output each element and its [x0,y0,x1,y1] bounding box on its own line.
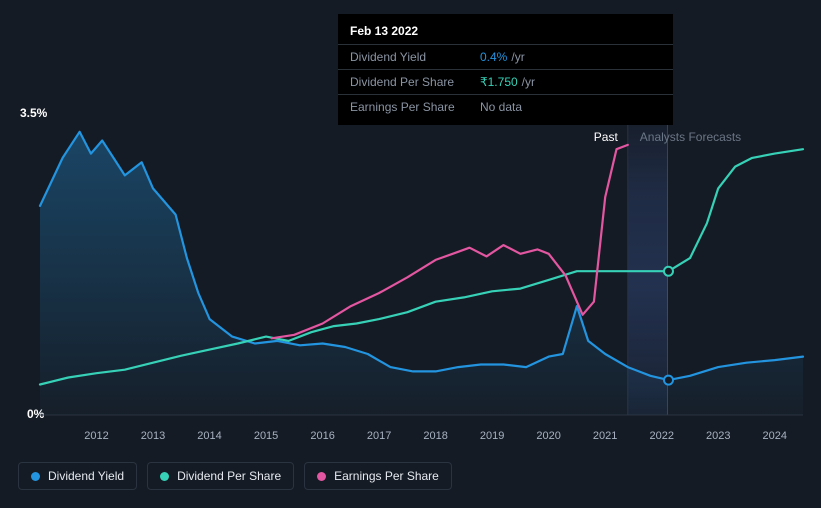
chart-plot-svg[interactable] [40,110,803,415]
tooltip-value: No data [480,100,522,114]
legend-dot-icon [160,472,169,481]
x-tick-label: 2021 [593,430,617,442]
hover-marker [664,267,673,276]
tooltip-row: Dividend Yield0.4% /yr [338,44,673,69]
x-tick-label: 2024 [762,430,786,442]
legend-item[interactable]: Dividend Per Share [147,462,294,490]
x-tick-label: 2012 [84,430,108,442]
x-tick-label: 2018 [423,430,447,442]
x-tick-label: 2016 [310,430,334,442]
dividend-yield-area [40,132,803,415]
dividend-chart: Feb 13 2022 Dividend Yield0.4%/yrDividen… [0,0,821,508]
tooltip-suffix: /yr [511,50,524,64]
hover-marker [664,376,673,385]
tooltip-date: Feb 13 2022 [338,20,673,44]
tooltip-key: Dividend Per Share [350,75,480,89]
x-tick-label: 2013 [141,430,165,442]
x-tick-label: 2019 [480,430,504,442]
x-tick-label: 2015 [254,430,278,442]
tooltip-key: Dividend Yield [350,50,480,64]
legend-label: Earnings Per Share [334,469,439,483]
legend-dot-icon [317,472,326,481]
legend-item[interactable]: Dividend Yield [18,462,137,490]
legend-label: Dividend Per Share [177,469,281,483]
tooltip-row: Dividend Per Share₹1.750/yr [338,69,673,94]
legend-label: Dividend Yield [48,469,124,483]
x-axis-labels: 2012 2013 2014 2015 2016 2017 2018 2019 2020 2021… [40,430,803,448]
x-tick-label: 2023 [706,430,730,442]
earnings-per-share-line [272,145,628,338]
legend-item[interactable]: Earnings Per Share [304,462,452,490]
tooltip-value: 0.4% [480,50,507,64]
x-tick-label: 2020 [536,430,560,442]
x-tick-label: 2017 [367,430,391,442]
chart-tooltip: Feb 13 2022 Dividend Yield0.4%/yrDividen… [338,14,673,125]
tooltip-row: Earnings Per ShareNo data [338,94,673,119]
tooltip-rows: Dividend Yield0.4%/yrDividend Per Share₹… [338,44,673,119]
tooltip-key: Earnings Per Share [350,100,480,114]
legend-dot-icon [31,472,40,481]
tooltip-value: ₹1.750 [480,75,518,89]
tooltip-suffix: /yr [522,75,535,89]
x-tick-label: 2014 [197,430,221,442]
x-tick-label: 2022 [649,430,673,442]
chart-legend: Dividend Yield Dividend Per Share Earnings… [18,462,452,490]
